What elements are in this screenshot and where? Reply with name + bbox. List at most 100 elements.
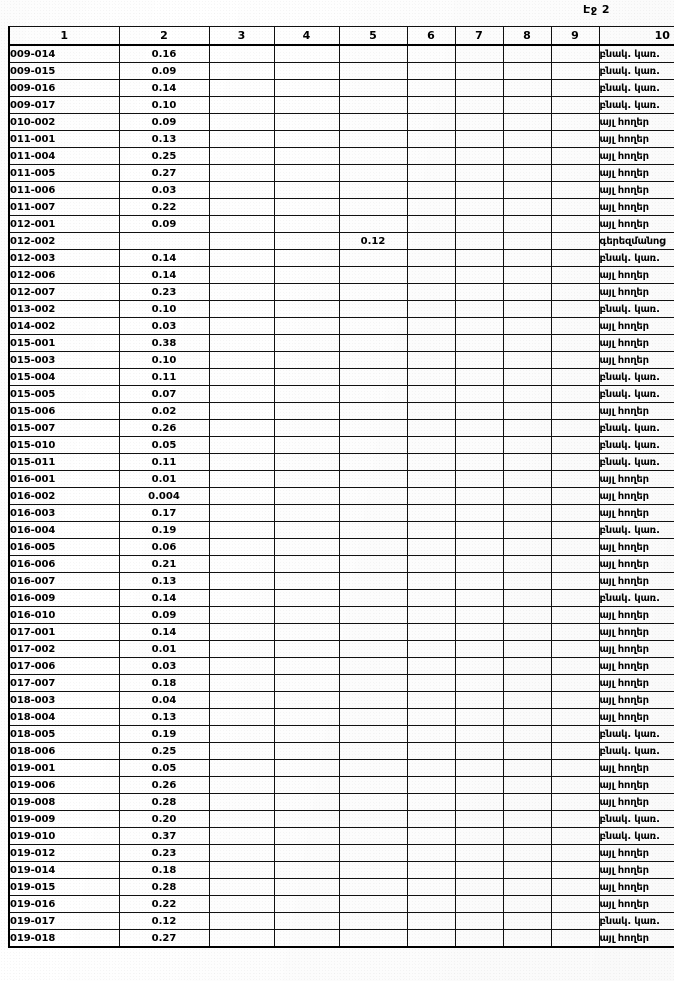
cell-col-4 (273, 691, 340, 709)
cell-col-9 (550, 776, 600, 794)
cell-col-3 (208, 895, 275, 913)
table-row: 014-002 0.03 այլ հողեր (8, 317, 674, 335)
cell-col-6 (406, 572, 456, 590)
cell-col-6 (406, 334, 456, 352)
cell-col-9 (550, 402, 600, 420)
cell-col-4 (273, 79, 340, 97)
cell-col-6 (406, 351, 456, 369)
cell-land-category: այլ հողեր (598, 283, 674, 301)
cell-col-8 (502, 44, 552, 63)
cell-col-2: 0.09 (118, 215, 210, 233)
cell-col-7 (454, 827, 504, 845)
cell-col-6 (406, 708, 456, 726)
cell-col-7 (454, 317, 504, 335)
cell-col-2: 0.09 (118, 606, 210, 624)
cell-col-6 (406, 164, 456, 182)
cell-col-2: 0.21 (118, 555, 210, 573)
table-row: 012-007 0.23 այլ հողեր (8, 283, 674, 301)
cell-col-3 (208, 929, 275, 948)
cell-land-category: այլ հողեր (598, 691, 674, 709)
cell-col-5 (338, 504, 408, 522)
cell-parcel-code: 019-009 (8, 810, 120, 828)
table-row: 011-006 0.03 այլ հողեր (8, 181, 674, 199)
cell-col-7 (454, 215, 504, 233)
table-row: 015-011 0.11 բնակ. կառ. (8, 453, 674, 471)
cell-land-category: այլ հողեր (598, 266, 674, 284)
cell-col-7 (454, 640, 504, 658)
cell-col-7 (454, 776, 504, 794)
cell-col-8 (502, 606, 552, 624)
cell-parcel-code: 011-001 (8, 130, 120, 148)
cell-col-5 (338, 147, 408, 165)
cell-land-category: այլ հողեր (598, 708, 674, 726)
cell-col-2: 0.26 (118, 776, 210, 794)
cell-col-8 (502, 402, 552, 420)
cell-col-5 (338, 164, 408, 182)
table-row: 016-009 0.14 բնակ. կառ. (8, 589, 674, 607)
cell-parcel-code: 016-007 (8, 572, 120, 590)
cell-col-8 (502, 861, 552, 879)
cell-col-3 (208, 198, 275, 216)
cell-col-4 (273, 640, 340, 658)
cell-col-8 (502, 623, 552, 641)
cell-col-8 (502, 878, 552, 896)
cell-col-2: 0.28 (118, 878, 210, 896)
table-row: 015-007 0.26 բնակ. կառ. (8, 419, 674, 437)
cell-col-4 (273, 708, 340, 726)
cell-col-8 (502, 555, 552, 573)
cell-col-6 (406, 419, 456, 437)
cell-land-category: այլ հողեր (598, 113, 674, 131)
cell-parcel-code: 016-009 (8, 589, 120, 607)
cell-col-4 (273, 912, 340, 930)
table-row: 011-007 0.22 այլ հողեր (8, 198, 674, 216)
land-registry-table-container: 1 2 3 4 5 6 7 8 9 10 009-014 0.16 բնակ. կա… (8, 26, 674, 948)
cell-col-4 (273, 674, 340, 692)
cell-col-4 (273, 504, 340, 522)
cell-col-9 (550, 691, 600, 709)
cell-land-category: այլ հողեր (598, 861, 674, 879)
cell-col-5 (338, 793, 408, 811)
cell-col-2: 0.03 (118, 181, 210, 199)
cell-col-4 (273, 929, 340, 948)
table-row: 016-004 0.19 բնակ. կառ. (8, 521, 674, 539)
cell-col-6 (406, 266, 456, 284)
cell-col-3 (208, 79, 275, 97)
cell-col-5 (338, 742, 408, 760)
cell-land-category: այլ հողեր (598, 487, 674, 505)
table-row: 017-001 0.14 այլ հողեր (8, 623, 674, 641)
cell-col-9 (550, 589, 600, 607)
cell-land-category: այլ հողեր (598, 878, 674, 896)
cell-col-6 (406, 674, 456, 692)
cell-col-3 (208, 521, 275, 539)
cell-col-4 (273, 113, 340, 131)
cell-col-6 (406, 62, 456, 80)
cell-col-9 (550, 44, 600, 63)
cell-parcel-code: 011-007 (8, 198, 120, 216)
cell-col-6 (406, 691, 456, 709)
cell-parcel-code: 010-002 (8, 113, 120, 131)
cell-col-3 (208, 283, 275, 301)
cell-col-2: 0.03 (118, 317, 210, 335)
cell-col-2: 0.19 (118, 521, 210, 539)
cell-col-9 (550, 453, 600, 471)
cell-col-8 (502, 589, 552, 607)
cell-col-6 (406, 793, 456, 811)
cell-col-2: 0.23 (118, 844, 210, 862)
cell-col-7 (454, 861, 504, 879)
cell-land-category: բնակ. կառ. (598, 44, 674, 63)
cell-col-3 (208, 606, 275, 624)
cell-parcel-code: 009-014 (8, 44, 120, 63)
cell-parcel-code: 016-002 (8, 487, 120, 505)
cell-col-7 (454, 266, 504, 284)
cell-col-9 (550, 555, 600, 573)
cell-col-3 (208, 62, 275, 80)
cell-col-3 (208, 691, 275, 709)
cell-col-2: 0.13 (118, 708, 210, 726)
table-row: 019-014 0.18 այլ հողեր (8, 861, 674, 879)
cell-col-3 (208, 300, 275, 318)
cell-col-5 (338, 62, 408, 80)
cell-parcel-code: 019-012 (8, 844, 120, 862)
cell-col-4 (273, 181, 340, 199)
cell-col-9 (550, 606, 600, 624)
